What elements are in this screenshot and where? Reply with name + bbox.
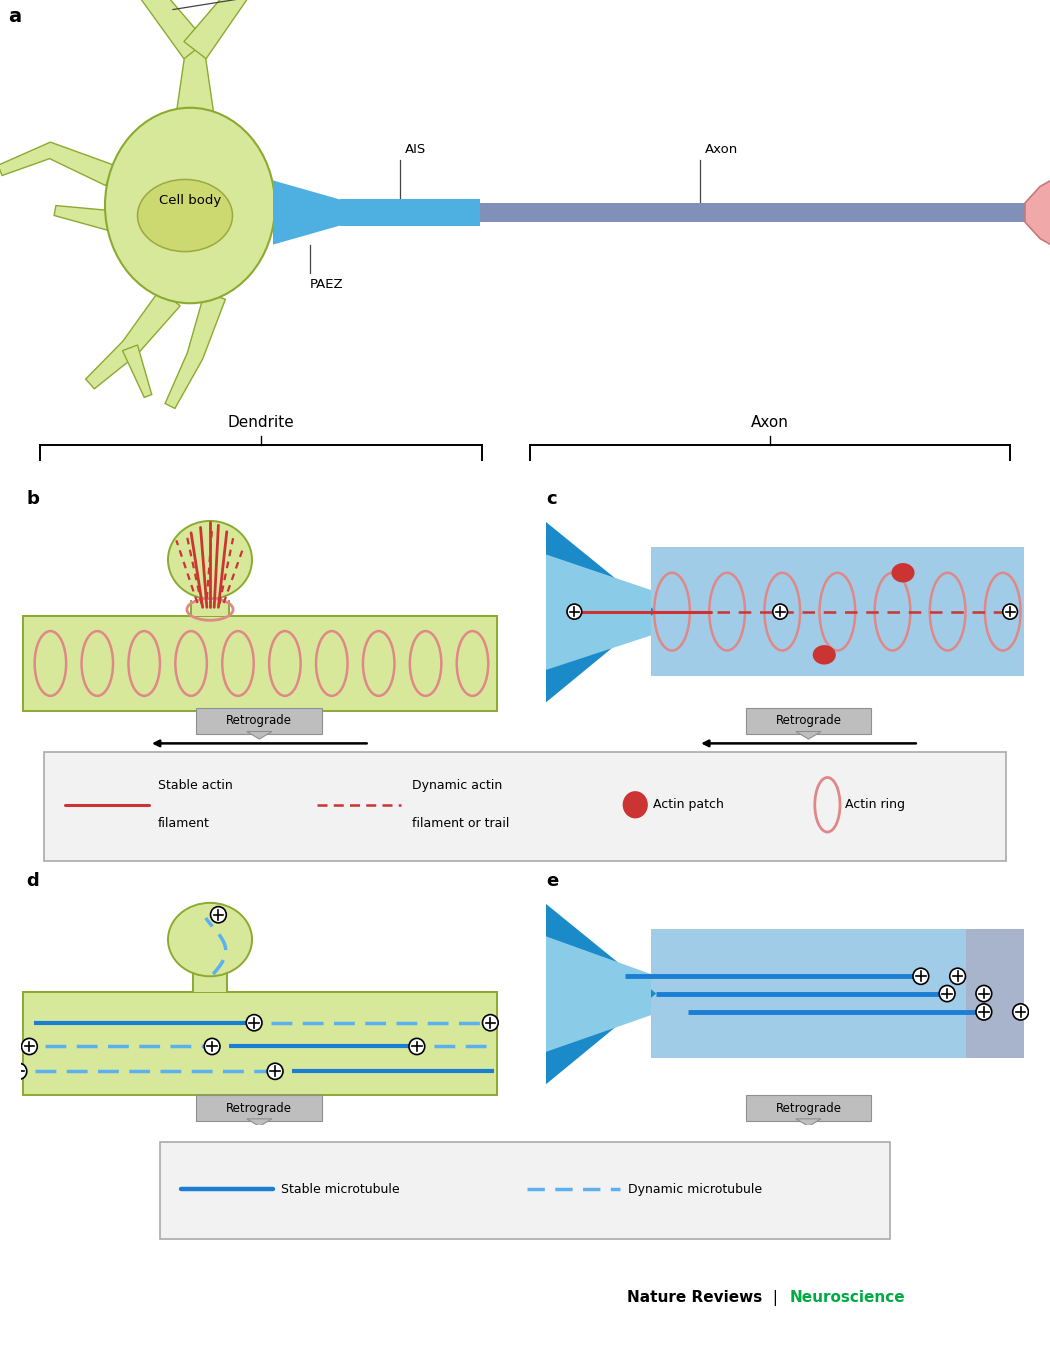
Ellipse shape [138, 180, 232, 251]
Polygon shape [247, 1118, 272, 1127]
Ellipse shape [168, 521, 252, 599]
Text: filament: filament [158, 817, 209, 831]
Text: e: e [546, 872, 559, 889]
FancyBboxPatch shape [44, 752, 1006, 861]
Circle shape [567, 604, 582, 619]
Text: Neuroscience: Neuroscience [790, 1290, 905, 1305]
Polygon shape [546, 936, 651, 1052]
Text: Axon: Axon [705, 143, 738, 157]
Polygon shape [1025, 176, 1050, 248]
Circle shape [205, 1038, 220, 1054]
Text: Dynamic actin: Dynamic actin [412, 779, 502, 792]
Text: Actin ring: Actin ring [845, 798, 905, 812]
Polygon shape [191, 600, 229, 617]
Polygon shape [247, 731, 272, 739]
Text: Stable actin: Stable actin [158, 779, 232, 792]
Circle shape [1003, 604, 1017, 619]
FancyBboxPatch shape [651, 929, 966, 1058]
Text: |: | [768, 1290, 783, 1305]
Polygon shape [0, 142, 114, 186]
Circle shape [939, 985, 954, 1001]
Circle shape [975, 1004, 991, 1020]
FancyBboxPatch shape [340, 199, 480, 225]
Circle shape [21, 1038, 38, 1054]
Polygon shape [546, 522, 656, 702]
Polygon shape [55, 206, 111, 231]
Circle shape [949, 968, 965, 985]
Circle shape [10, 1063, 27, 1079]
Text: c: c [546, 490, 556, 507]
FancyBboxPatch shape [966, 929, 1024, 1058]
Polygon shape [165, 292, 226, 408]
FancyBboxPatch shape [160, 1142, 890, 1239]
Circle shape [912, 968, 928, 985]
Text: AIS: AIS [405, 143, 426, 157]
Text: Dendrite: Dendrite [173, 0, 343, 10]
Text: b: b [26, 490, 39, 507]
Ellipse shape [813, 645, 836, 664]
Text: filament or trail: filament or trail [412, 817, 509, 831]
Text: Retrograde: Retrograde [227, 1102, 292, 1114]
Text: Stable microtubule: Stable microtubule [281, 1183, 400, 1196]
Text: a: a [8, 7, 21, 26]
Text: Actin patch: Actin patch [653, 798, 724, 812]
FancyBboxPatch shape [480, 203, 1025, 222]
FancyBboxPatch shape [651, 547, 1024, 677]
Circle shape [247, 1015, 262, 1031]
Polygon shape [108, 0, 206, 59]
FancyBboxPatch shape [746, 1095, 872, 1121]
Polygon shape [796, 1118, 821, 1127]
Text: Nature Reviews: Nature Reviews [627, 1290, 762, 1305]
FancyBboxPatch shape [196, 1095, 322, 1121]
Polygon shape [123, 345, 152, 397]
FancyBboxPatch shape [23, 617, 497, 711]
Polygon shape [546, 904, 656, 1084]
Circle shape [267, 1063, 284, 1079]
Ellipse shape [623, 791, 648, 818]
Ellipse shape [168, 903, 252, 977]
Circle shape [773, 604, 788, 619]
Polygon shape [86, 289, 181, 389]
Text: Retrograde: Retrograde [776, 1102, 841, 1114]
Ellipse shape [891, 563, 915, 582]
FancyBboxPatch shape [196, 708, 322, 734]
Polygon shape [796, 731, 821, 739]
Ellipse shape [105, 108, 275, 303]
Polygon shape [184, 0, 255, 59]
Circle shape [1012, 1004, 1028, 1020]
Polygon shape [273, 180, 340, 244]
Circle shape [482, 1015, 499, 1031]
Text: PAEZ: PAEZ [310, 278, 343, 291]
Circle shape [410, 1038, 425, 1054]
Polygon shape [193, 974, 227, 993]
FancyBboxPatch shape [746, 708, 872, 734]
Text: Retrograde: Retrograde [227, 715, 292, 727]
FancyBboxPatch shape [23, 993, 497, 1095]
Polygon shape [176, 50, 214, 116]
Polygon shape [546, 554, 651, 670]
Circle shape [210, 907, 227, 923]
Text: Axon: Axon [751, 415, 789, 430]
Text: Dynamic microtubule: Dynamic microtubule [628, 1183, 762, 1196]
Text: Cell body: Cell body [159, 194, 222, 207]
Text: d: d [26, 872, 39, 889]
Text: Dendrite: Dendrite [228, 415, 294, 430]
Text: Retrograde: Retrograde [776, 715, 841, 727]
Circle shape [975, 985, 991, 1001]
